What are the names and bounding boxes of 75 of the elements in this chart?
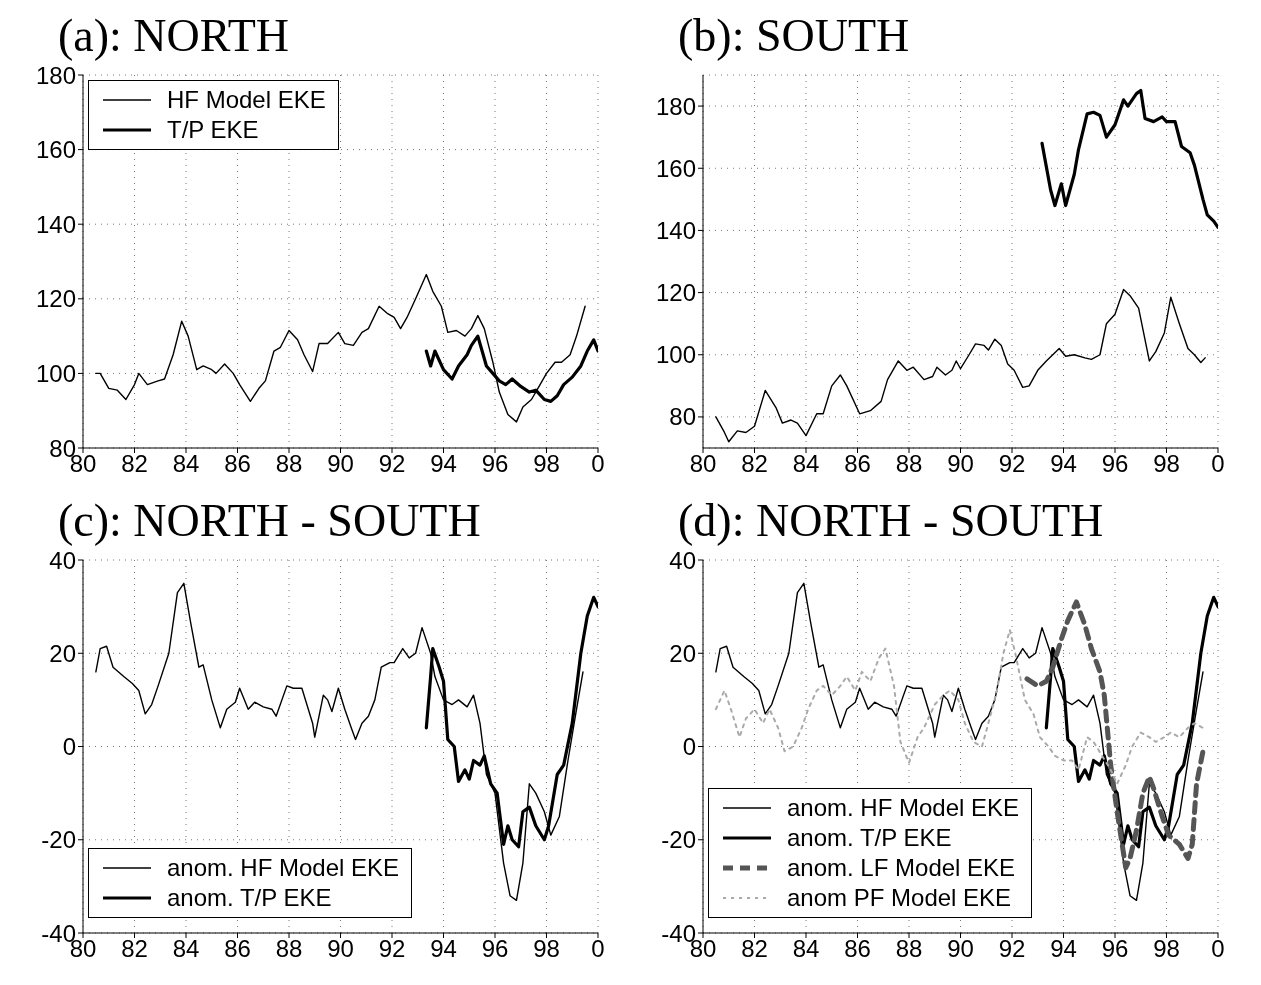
x-tick-label: 84 — [792, 450, 820, 478]
x-tick-label: 86 — [224, 935, 251, 963]
legend-label: anom. LF Model EKE — [787, 854, 1016, 882]
x-tick-label: 94 — [1050, 450, 1077, 478]
y-tick-label: 160 — [35, 136, 76, 164]
x-tick-label: 98 — [533, 935, 560, 963]
y-tick-label: -20 — [661, 826, 696, 854]
x-tick-label: 82 — [741, 935, 768, 963]
x-tick-label: 88 — [895, 450, 923, 478]
x-tick-label: 90 — [327, 450, 354, 478]
x-tick-label: 88 — [275, 935, 303, 963]
x-tick-label: 84 — [172, 450, 200, 478]
x-tick-label: 98 — [533, 450, 560, 478]
chart-title: (b): SOUTH — [677, 9, 911, 63]
y-tick-label: 80 — [669, 403, 696, 431]
line-series — [715, 288, 1206, 443]
chart-title: (a): NORTH — [57, 9, 290, 63]
legend-label: anom PF Model EKE — [787, 884, 1012, 912]
y-tick-label: -20 — [41, 826, 76, 854]
x-tick-label: 84 — [172, 935, 200, 963]
x-tick-label: 92 — [378, 935, 406, 963]
x-tick-label: 94 — [430, 450, 457, 478]
x-tick-label: 82 — [741, 450, 768, 478]
x-tick-label: 0 — [591, 935, 605, 963]
chart-title: (d): NORTH - SOUTH — [677, 494, 1105, 548]
x-tick-label: 0 — [1211, 450, 1225, 478]
y-tick-label: 140 — [655, 216, 696, 244]
x-tick-label: 90 — [947, 935, 974, 963]
y-tick-label: 20 — [669, 639, 696, 667]
x-tick-label: 84 — [792, 935, 820, 963]
x-tick-label: 96 — [1101, 935, 1129, 963]
x-tick-label: 80 — [689, 450, 717, 478]
x-tick-label: 92 — [378, 450, 406, 478]
y-tick-label: 120 — [655, 279, 696, 307]
x-tick-label: 88 — [895, 935, 923, 963]
x-tick-label: 96 — [1101, 450, 1129, 478]
legend-label: anom. T/P EKE — [167, 884, 332, 912]
line-series — [1040, 88, 1218, 229]
legend-label: anom. T/P EKE — [787, 824, 952, 852]
chart-title: (c): NORTH - SOUTH — [57, 494, 482, 548]
legend-label: HF Model EKE — [167, 86, 326, 114]
y-tick-label: 40 — [49, 546, 76, 574]
x-tick-label: 92 — [998, 450, 1026, 478]
line-series — [714, 628, 1204, 785]
y-tick-label: 180 — [35, 61, 76, 89]
x-tick-label: 82 — [121, 935, 148, 963]
y-tick-label: 100 — [655, 341, 696, 369]
x-tick-label: 86 — [844, 935, 871, 963]
x-tick-label: 0 — [1211, 935, 1225, 963]
x-tick-label: 90 — [327, 935, 354, 963]
x-tick-label: 86 — [224, 450, 251, 478]
x-tick-label: 94 — [1050, 935, 1077, 963]
x-tick-label: 82 — [121, 450, 148, 478]
y-tick-label: 40 — [669, 546, 696, 574]
x-tick-label: 98 — [1153, 450, 1180, 478]
y-tick-label: 0 — [62, 733, 76, 761]
x-tick-label: 98 — [1153, 935, 1180, 963]
y-tick-label: 120 — [35, 285, 76, 313]
x-tick-label: 88 — [275, 450, 303, 478]
x-tick-label: 96 — [481, 935, 509, 963]
x-tick-label: 90 — [947, 450, 974, 478]
y-tick-label: 160 — [655, 154, 696, 182]
legend-label: anom. HF Model EKE — [167, 854, 400, 882]
legend-label: anom. HF Model EKE — [787, 794, 1020, 822]
x-tick-label: 94 — [430, 935, 457, 963]
y-tick-label: 20 — [49, 639, 76, 667]
x-tick-label: 86 — [844, 450, 871, 478]
x-tick-label: 0 — [591, 450, 605, 478]
y-tick-label: 180 — [655, 92, 696, 120]
x-tick-label: 96 — [481, 450, 509, 478]
y-tick-label: 0 — [682, 733, 696, 761]
y-tick-label: 140 — [35, 210, 76, 238]
legend-label: T/P EKE — [167, 116, 259, 144]
y-tick-label: 100 — [35, 359, 76, 387]
x-tick-label: 92 — [998, 935, 1026, 963]
